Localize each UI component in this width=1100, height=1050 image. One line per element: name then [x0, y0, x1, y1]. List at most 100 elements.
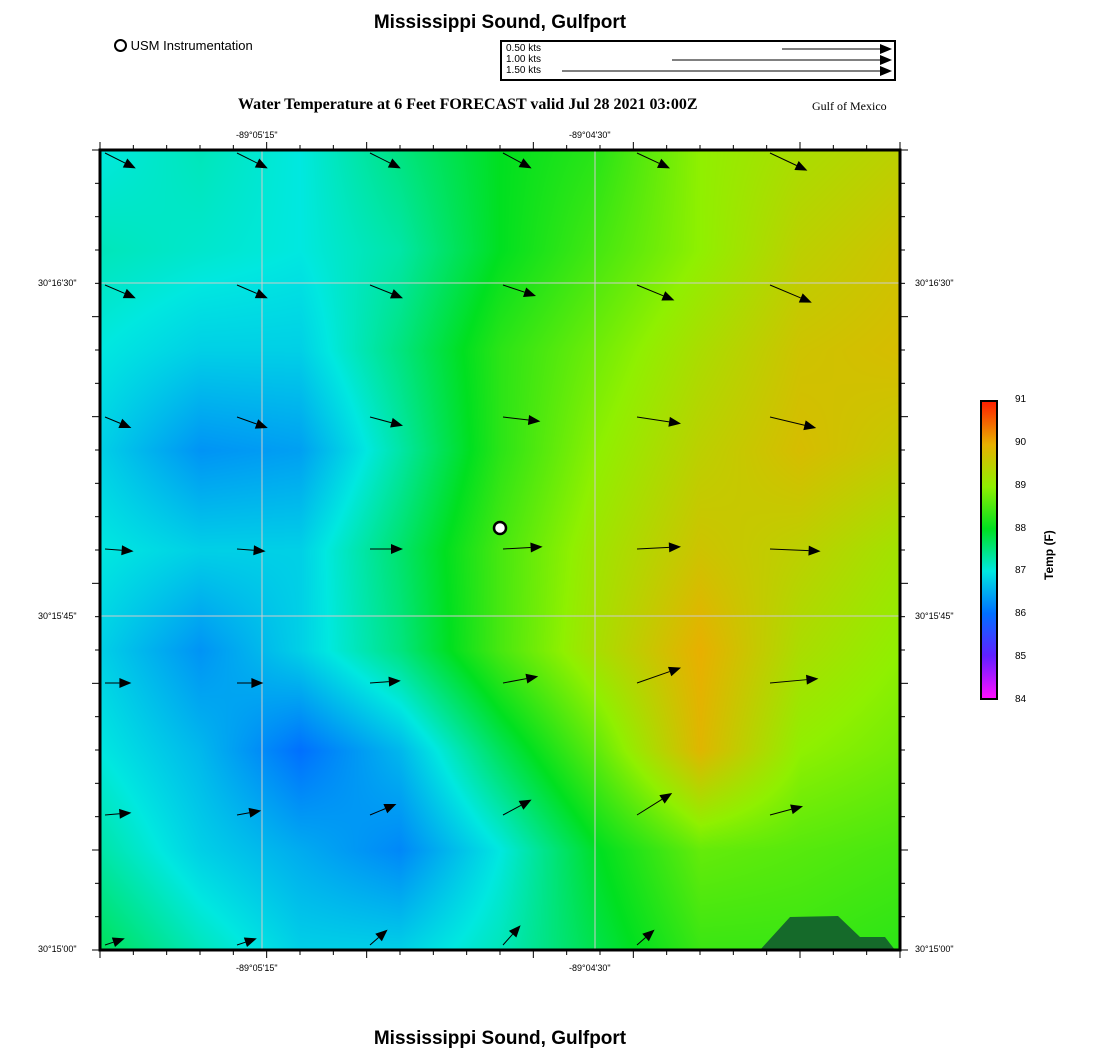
arrow-head [254, 158, 268, 169]
arrow-shaft [636, 416, 670, 423]
lat-label-right: 30°15'00" [915, 944, 954, 954]
current-arrow [502, 925, 521, 946]
vector-legend-label: 1.50 kts [506, 65, 542, 76]
map-title: Mississippi Sound, Gulfport [373, 12, 627, 33]
lat-label-left: 30°15'45" [38, 611, 77, 621]
current-arrow [236, 284, 268, 299]
colorbar-tick-label: 91 [1015, 394, 1027, 405]
region-label: Gulf of Mexico [812, 99, 887, 113]
arrow-head [803, 420, 817, 431]
current-arrow [369, 284, 403, 299]
arrow-shaft [769, 808, 792, 816]
arrow-head [530, 542, 543, 553]
lat-label-left: 30°15'00" [38, 944, 77, 954]
current-arrow [636, 542, 681, 553]
current-arrow [104, 416, 132, 428]
colorbar [980, 400, 998, 700]
station-circle-icon [114, 39, 127, 52]
arrow-shaft [236, 284, 257, 294]
arrow-head [518, 799, 532, 810]
arrow-head [251, 678, 264, 688]
arrow-head [518, 158, 532, 169]
vector-legend-label: 0.50 kts [506, 43, 542, 54]
arrow-head [880, 44, 892, 54]
arrow-shaft [104, 941, 114, 946]
lat-label-left: 30°16'30" [38, 278, 77, 288]
lon-label-bottom: -89°05'15" [236, 963, 278, 973]
arrow-shaft [636, 152, 660, 164]
arrow-shaft [502, 546, 531, 550]
arrow-head [525, 673, 539, 684]
arrow-shaft [636, 546, 670, 550]
arrow-shaft [104, 416, 121, 424]
current-arrow [369, 416, 403, 428]
current-arrow [236, 416, 268, 429]
current-arrow [769, 674, 819, 685]
current-arrow [502, 799, 532, 816]
current-arrow [769, 545, 821, 556]
current-arrow [237, 678, 264, 688]
current-arrow [502, 415, 541, 425]
colorbar-tick-label: 90 [1015, 436, 1027, 448]
arrow-head [880, 66, 892, 76]
lon-label-bottom: -89°04'30" [569, 963, 611, 973]
current-arrow [104, 937, 125, 947]
arrow-shaft [236, 416, 257, 425]
arrow-head [661, 291, 675, 301]
arrow-shaft [236, 812, 250, 816]
arrow-shaft [369, 681, 389, 684]
arrow-shaft [236, 152, 258, 164]
current-arrow [236, 807, 262, 818]
arrow-shaft [236, 548, 254, 551]
current-arrow [502, 284, 536, 297]
arrow-shaft [636, 798, 663, 816]
arrow-shaft [636, 284, 664, 297]
current-arrow [769, 804, 803, 816]
footer-title: Mississippi Sound, Gulfport [373, 1028, 627, 1049]
arrow-shaft [104, 284, 125, 294]
vector-legend-label: 1.00 kts [506, 54, 542, 65]
arrow-shaft [769, 679, 807, 684]
arrow-head [390, 417, 403, 428]
arrow-shaft [769, 152, 797, 166]
current-arrow [502, 673, 539, 684]
arrow-head [794, 160, 808, 171]
current-arrow [369, 929, 388, 946]
arrow-head [253, 545, 266, 556]
arrow-head [243, 937, 257, 947]
arrow-shaft [502, 933, 514, 946]
arrow-head [254, 419, 268, 429]
arrow-head [642, 929, 655, 942]
arrow-shaft [104, 813, 120, 816]
arrow-head [391, 544, 403, 554]
arrow-shaft [236, 941, 246, 946]
colorbar-title: Temp (F) [1042, 530, 1056, 580]
arrow-head [119, 808, 132, 819]
legend-arrow [672, 55, 892, 65]
arrow-head [668, 416, 681, 427]
arrow-shaft [502, 416, 529, 421]
current-arrow [370, 544, 403, 554]
land-polygon [760, 916, 895, 950]
station-legend-label: USM Instrumentation [130, 38, 253, 53]
current-arrow [369, 676, 401, 687]
current-arrow [236, 152, 268, 169]
arrow-head [668, 666, 681, 677]
arrow-head [790, 804, 803, 815]
arrow-shaft [369, 152, 391, 164]
current-arrow [104, 808, 132, 819]
arrow-shaft [369, 937, 379, 946]
colorbar-tick-label: 87 [1015, 565, 1027, 577]
arrow-head [388, 676, 401, 687]
arrow-shaft [369, 808, 386, 816]
arrow-head [121, 545, 134, 556]
lat-label-right: 30°16'30" [915, 278, 954, 288]
arrow-head [805, 674, 819, 685]
arrow-shaft [104, 548, 122, 551]
arrow-shaft [502, 152, 522, 164]
colorbar-tick-label: 86 [1015, 608, 1027, 620]
arrow-head [808, 545, 821, 556]
arrow-shaft [369, 416, 392, 424]
arrow-shaft [502, 804, 522, 816]
station-legend: USM Instrumentation [114, 38, 253, 53]
